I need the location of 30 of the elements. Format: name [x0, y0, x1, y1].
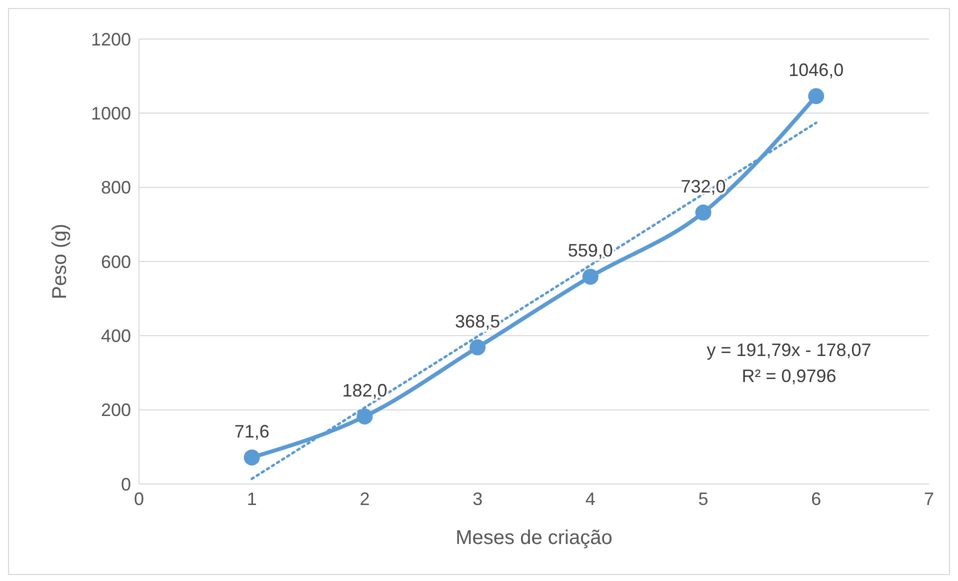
point: [695, 204, 712, 221]
point: [582, 268, 598, 285]
x-tick-label: 4: [585, 488, 596, 509]
point: [808, 88, 824, 104]
y-tick-label: 800: [100, 178, 131, 198]
x-tick-label: 5: [698, 488, 708, 509]
x-tick-label: 2: [360, 488, 370, 509]
data-label: 182,0: [342, 380, 388, 401]
x-tick-label: 1: [246, 488, 257, 509]
point: [470, 339, 486, 356]
x-tick-label: 0: [134, 488, 144, 509]
point: [244, 449, 260, 466]
y-tick-label: 400: [100, 326, 131, 346]
x-axis-title: Meses de criação: [456, 527, 612, 549]
data-label: 368,5: [455, 311, 500, 332]
data-label: 71,6: [234, 421, 270, 442]
y-tick-label: 0: [120, 474, 131, 494]
y-axis-title: Peso (g): [49, 224, 72, 300]
y-tick-label: 600: [100, 252, 131, 272]
x-tick-label: 7: [924, 488, 934, 509]
annotation: R² = 0,9796: [740, 365, 838, 388]
data-label: 559,0: [568, 240, 613, 261]
data-label: 1046,0: [788, 60, 844, 80]
y-tick-label: 200: [100, 400, 131, 420]
y-tick-label: 1000: [90, 104, 131, 124]
y-tick-label: 1200: [90, 29, 131, 50]
x-tick-label: 3: [472, 488, 483, 509]
annotation: y = 191,79x - 178,07: [706, 339, 872, 362]
point: [356, 408, 373, 425]
x-tick-label: 6: [811, 488, 822, 509]
